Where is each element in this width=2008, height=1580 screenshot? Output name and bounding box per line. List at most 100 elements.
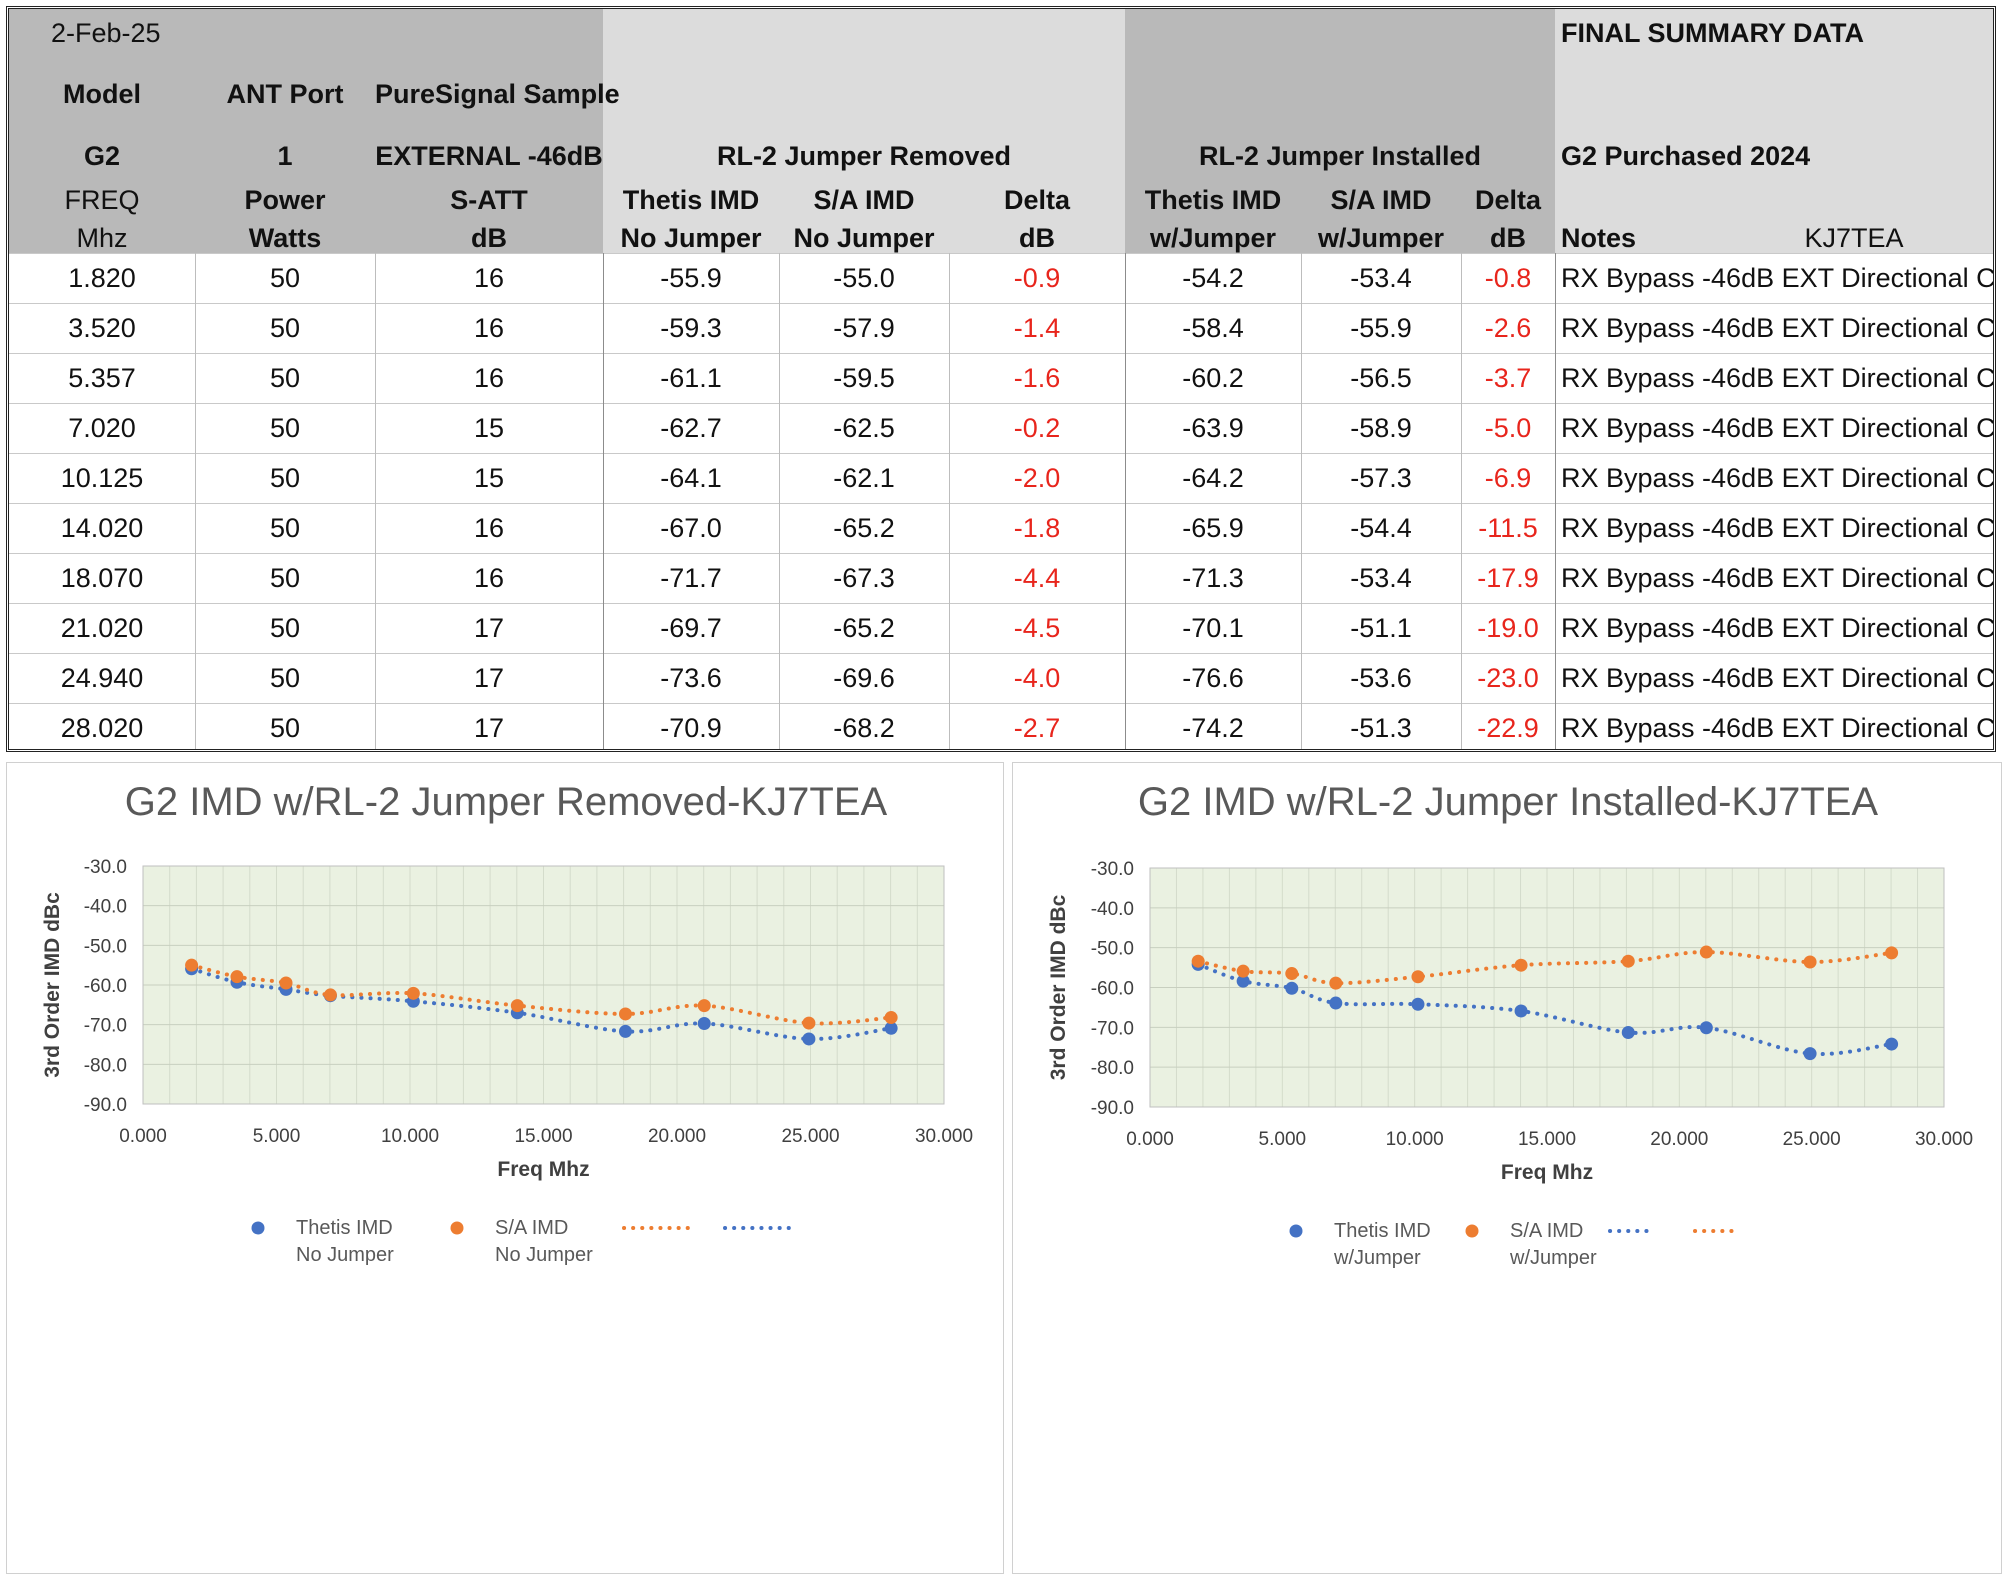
sa-point	[884, 1011, 898, 1025]
model-label: Model	[63, 79, 141, 109]
column-divider	[1461, 253, 1462, 749]
sa-point	[406, 986, 420, 1000]
col-freq-h1: FREQ	[64, 185, 140, 215]
cell-thetis-wj: -70.1	[1182, 613, 1244, 643]
thetis-point	[1885, 1037, 1899, 1051]
cell-delta-wj: -0.8	[1484, 263, 1532, 293]
column-divider	[949, 253, 950, 749]
y-tick-label: -40.0	[1091, 899, 1134, 920]
row-divider	[9, 353, 1993, 354]
sa-point	[1191, 954, 1205, 968]
col-notes-h2: Notes	[1561, 223, 1637, 253]
row-divider	[9, 703, 1993, 704]
row-divider	[9, 751, 1996, 752]
cell-thetis-wj: -74.2	[1182, 713, 1244, 743]
cell-thetis-nj: -71.7	[660, 563, 722, 593]
col-delta-nj-h2: dB	[1019, 223, 1055, 253]
plot-border	[142, 865, 945, 1105]
y-tick-label: -50.0	[1091, 939, 1134, 960]
x-tick-label: 5.000	[1259, 1129, 1307, 1150]
sa-point	[1621, 954, 1635, 968]
cell-sa-nj: -62.5	[833, 413, 895, 443]
cell-delta-wj: -23.0	[1477, 663, 1539, 693]
thetis-point	[1514, 1004, 1528, 1018]
cell-notes: RX Bypass -46dB EXT Directional Coupler	[1561, 463, 1996, 493]
col-thetis-nj-h2: No Jumper	[620, 223, 762, 253]
thetis-point	[618, 1024, 632, 1038]
sa-point	[1699, 945, 1713, 959]
cell-sa-wj: -53.6	[1350, 663, 1412, 693]
x-tick-label: 10.000	[381, 1126, 439, 1147]
cell-delta-wj: -3.7	[1484, 363, 1532, 393]
x-tick-label: 20.000	[1650, 1129, 1708, 1150]
x-axis-label: Freq Mhz	[497, 1158, 589, 1181]
cell-freq: 5.357	[68, 363, 136, 393]
row-divider	[9, 253, 1993, 254]
cell-notes: RX Bypass -46dB EXT Directional Coupler	[1561, 263, 1996, 293]
y-tick-label: -40.0	[84, 897, 127, 918]
legend-label: Thetis IMD	[1334, 1220, 1431, 1242]
cell-thetis-wj: -60.2	[1182, 363, 1244, 393]
legend-marker-sa	[450, 1221, 464, 1235]
cell-thetis-wj: -65.9	[1182, 513, 1244, 543]
cell-satt: 16	[473, 313, 505, 343]
x-axis-label: Freq Mhz	[1501, 1161, 1593, 1184]
cell-delta-wj: -11.5	[1478, 513, 1538, 543]
col-thetis-nj-h1: Thetis IMD	[622, 185, 760, 215]
cell-thetis-wj: -64.2	[1182, 463, 1244, 493]
cell-thetis-nj: -62.7	[660, 413, 722, 443]
x-tick-label: 15.000	[514, 1126, 572, 1147]
summary-table: 2-Feb-25 FINAL SUMMARY DATA Model ANT Po…	[6, 6, 1996, 752]
y-tick-label: -90.0	[1091, 1098, 1134, 1119]
column-divider	[1125, 253, 1126, 749]
sa-point	[323, 988, 337, 1002]
cell-notes: RX Bypass -46dB EXT Directional Coupler	[1561, 313, 1996, 343]
cell-sa-nj: -65.2	[833, 613, 895, 643]
cell-delta-nj: -1.8	[1013, 513, 1061, 543]
cell-power: 50	[269, 363, 301, 393]
cell-notes: RX Bypass -46dB EXT Directional Coupler	[1561, 613, 1996, 643]
legend-marker-thetis	[251, 1221, 265, 1235]
cell-power: 50	[269, 463, 301, 493]
cell-freq: 3.520	[68, 313, 136, 343]
thetis-point	[884, 1021, 898, 1035]
cell-sa-wj: -54.4	[1350, 513, 1412, 543]
row-divider	[9, 553, 1993, 554]
col-delta-nj-h1: Delta	[1003, 185, 1071, 215]
ant-port-label: ANT Port	[226, 79, 344, 109]
header-block-left	[9, 9, 603, 253]
sa-point	[279, 976, 293, 990]
cell-freq: 10.125	[60, 463, 144, 493]
cell-sa-wj: -55.9	[1350, 313, 1412, 343]
thetis-point	[1411, 997, 1425, 1011]
thetis-point	[1803, 1047, 1817, 1061]
x-tick-label: 0.000	[119, 1126, 167, 1147]
cell-thetis-nj: -69.7	[660, 613, 722, 643]
cell-delta-wj: -19.0	[1477, 613, 1539, 643]
y-axis-label: 3rd Order IMD dBc	[1047, 894, 1070, 1080]
cell-delta-wj: -6.9	[1484, 463, 1532, 493]
ant-port-value: 1	[277, 141, 293, 171]
sa-point	[802, 1016, 816, 1030]
legend-sublabel: w/Jumper	[1509, 1247, 1597, 1269]
cell-freq: 14.020	[60, 513, 144, 543]
cell-delta-nj: -1.6	[1013, 363, 1061, 393]
y-tick-label: -60.0	[1091, 979, 1134, 1000]
sa-point	[1236, 964, 1250, 978]
cell-delta-wj: -2.6	[1484, 313, 1532, 343]
cell-freq: 24.940	[60, 663, 144, 693]
cell-thetis-nj: -70.9	[660, 713, 722, 743]
cell-notes: RX Bypass -46dB EXT Directional Coupler	[1561, 413, 1996, 443]
row-divider	[9, 603, 1993, 604]
cell-delta-nj: -4.5	[1013, 613, 1061, 643]
header-block-summary	[1555, 9, 1993, 253]
legend-sublabel: No Jumper	[495, 1244, 593, 1266]
cell-thetis-nj: -67.0	[660, 513, 722, 543]
cell-delta-nj: -4.4	[1013, 563, 1061, 593]
cell-thetis-wj: -54.2	[1182, 263, 1244, 293]
thetis-point	[802, 1032, 816, 1046]
thetis-point	[1329, 996, 1343, 1010]
cell-sa-wj: -58.9	[1350, 413, 1412, 443]
cell-notes: RX Bypass -46dB EXT Directional Coupler	[1561, 513, 1996, 543]
cell-thetis-nj: -61.1	[660, 363, 722, 393]
